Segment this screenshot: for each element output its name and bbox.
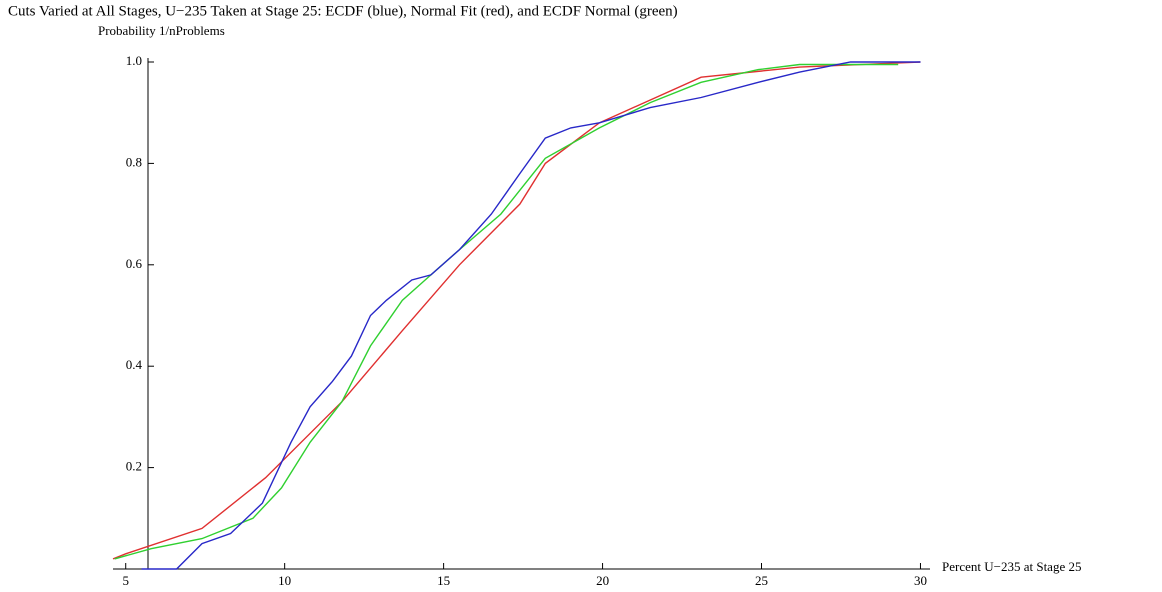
x-tick-label: 25	[755, 573, 768, 588]
y-axis-label: Probability 1/nProblems	[98, 23, 225, 38]
x-tick-label: 10	[278, 573, 291, 588]
x-axis-label: Percent U−235 at Stage 25	[942, 559, 1081, 574]
x-tick-label: 15	[437, 573, 450, 588]
y-tick-label: 0.2	[126, 459, 142, 474]
series-line	[141, 61, 921, 570]
y-tick-label: 0.6	[126, 256, 143, 271]
series-line	[112, 61, 921, 560]
y-tick-label: 1.0	[126, 53, 142, 68]
series-line	[114, 63, 899, 560]
x-tick-label: 30	[914, 573, 927, 588]
x-tick-label: 20	[596, 573, 609, 588]
y-tick-label: 0.4	[126, 357, 143, 372]
y-tick-label: 0.8	[126, 154, 142, 169]
x-tick-label: 5	[122, 573, 129, 588]
chart-title: Cuts Varied at All Stages, U−235 Taken a…	[8, 3, 678, 19]
